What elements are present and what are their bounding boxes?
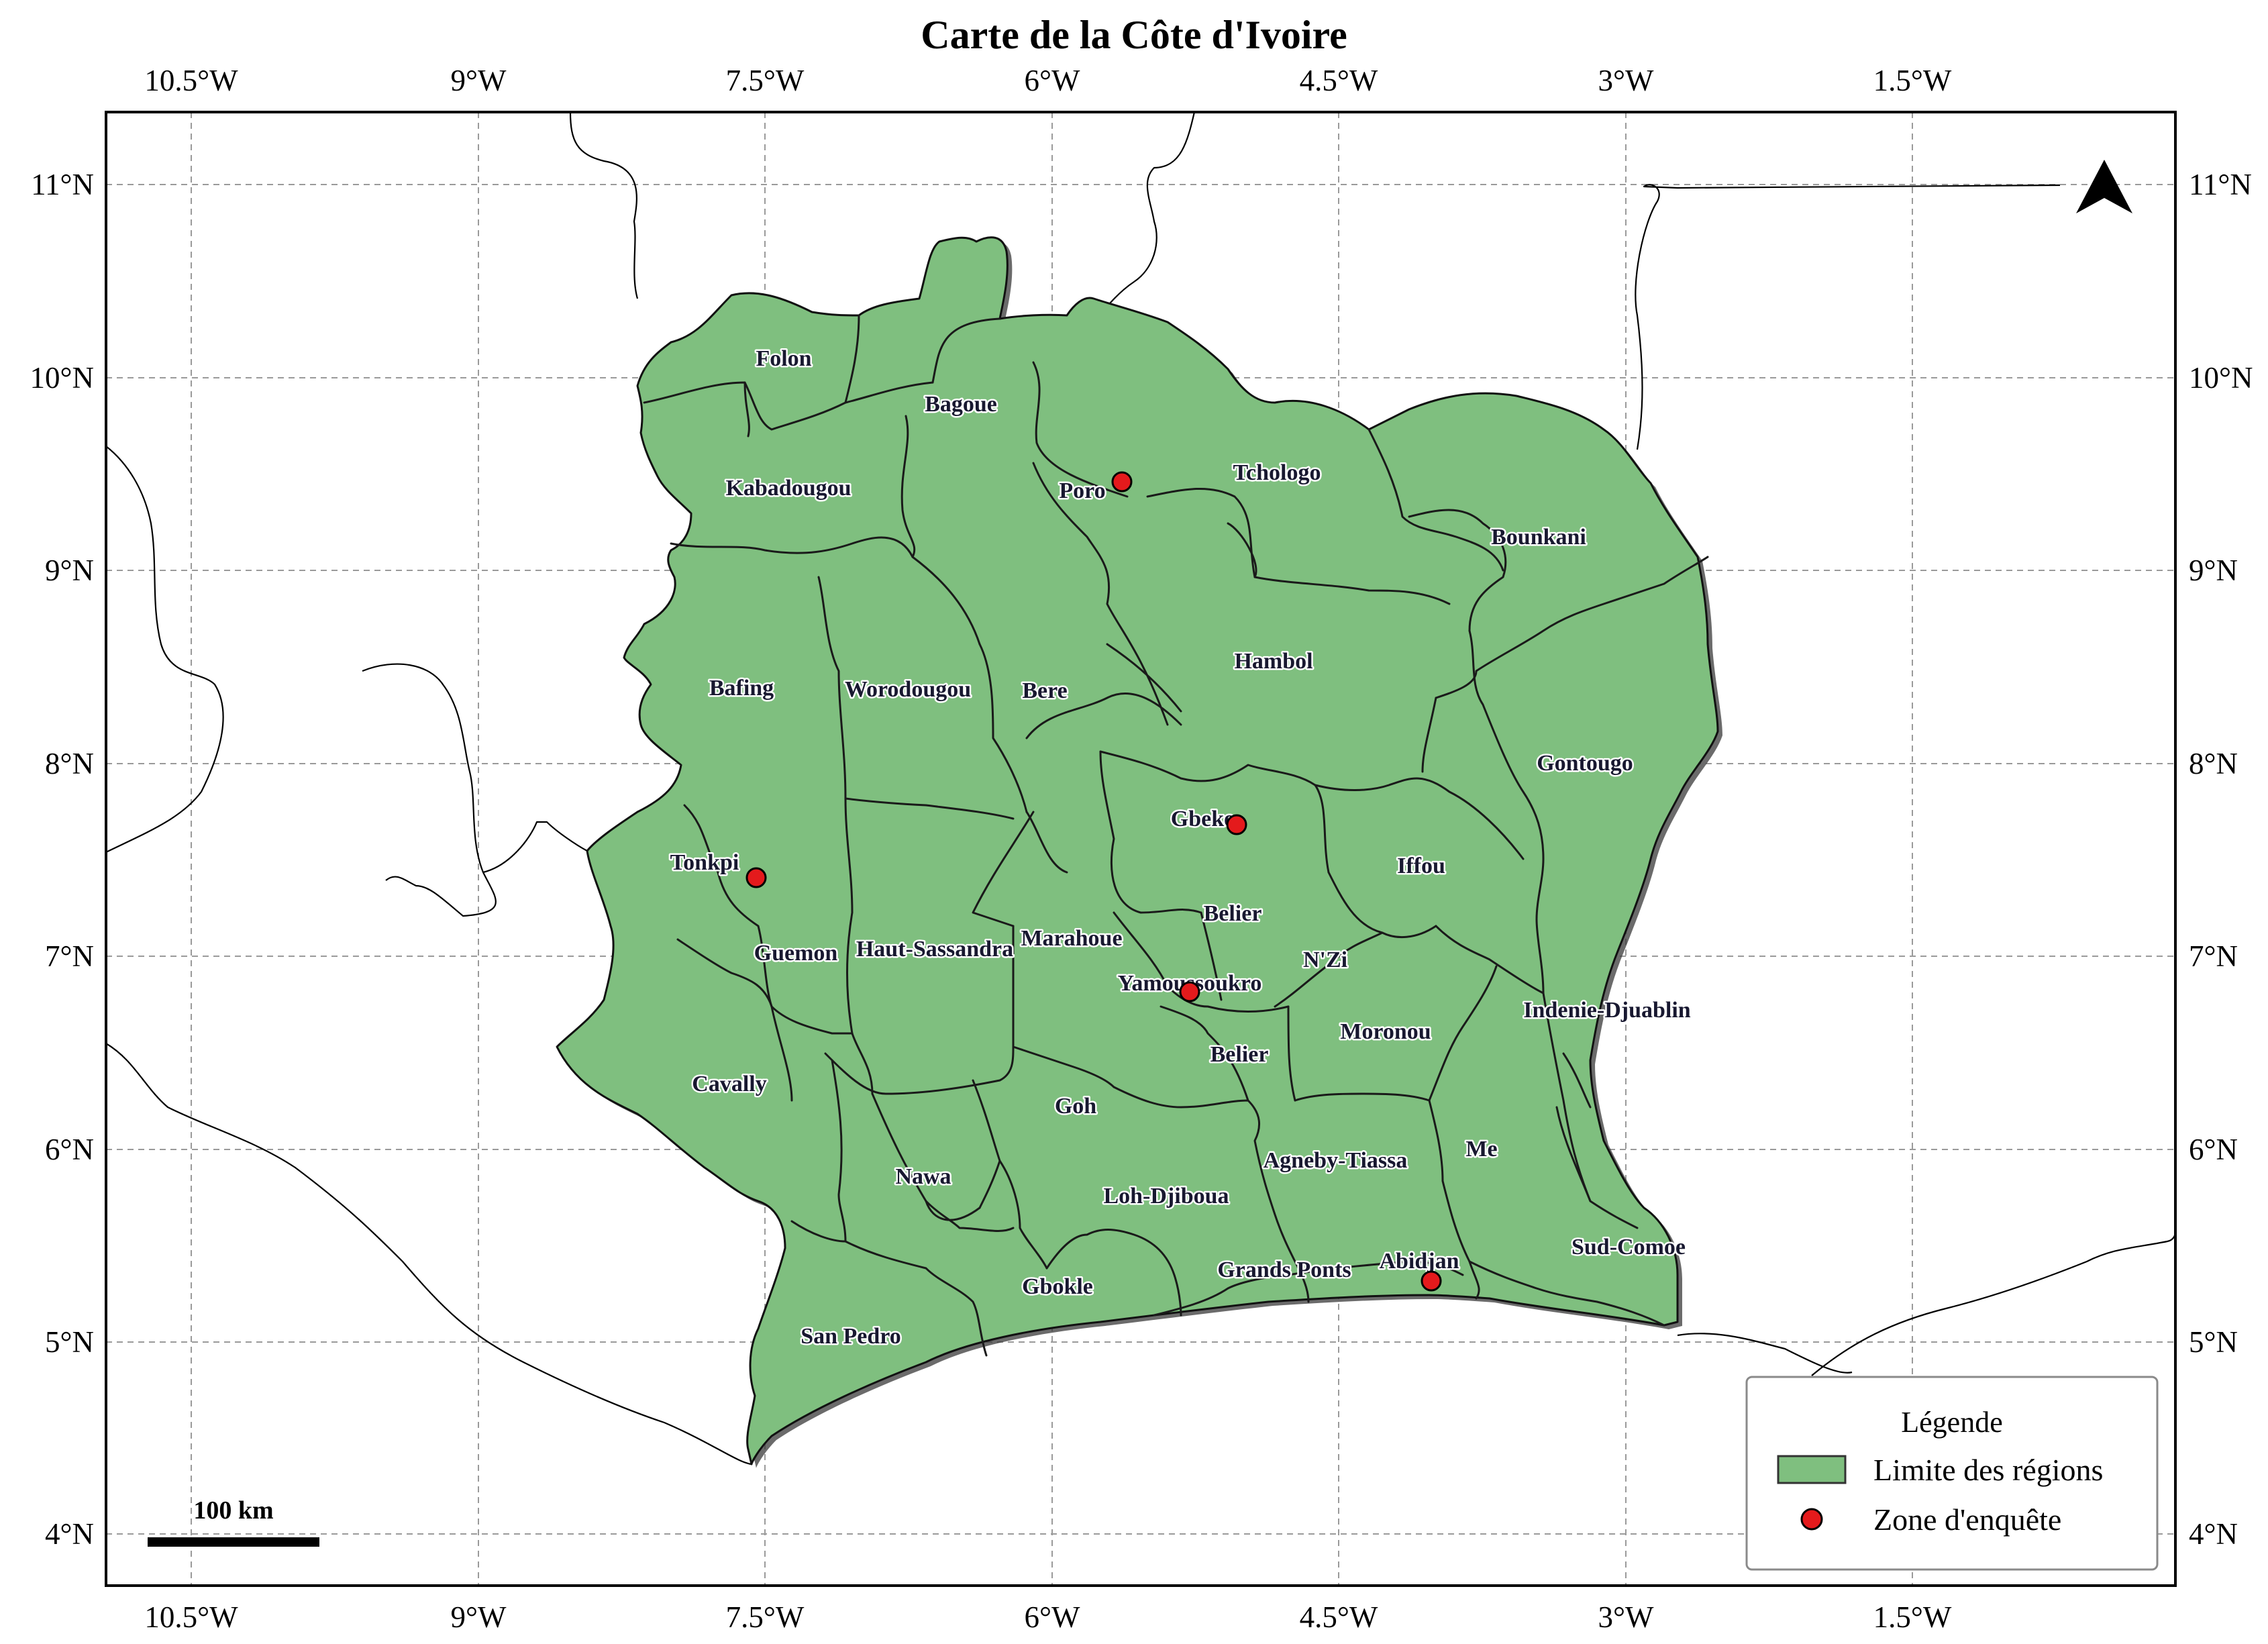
region-label: Worodougou bbox=[845, 677, 971, 702]
legend-swatch-regions bbox=[1777, 1455, 1847, 1484]
region-label: Moronou bbox=[1340, 1019, 1431, 1044]
region-label: Grands Ponts bbox=[1217, 1257, 1351, 1282]
region-label: Loh-Djiboua bbox=[1103, 1184, 1229, 1209]
survey-point-tonkpi bbox=[745, 867, 767, 888]
region-label: Folon bbox=[756, 346, 811, 371]
lon-tick-label: 3°W bbox=[1598, 64, 1654, 97]
lon-tick-label: 4.5°W bbox=[1300, 64, 1378, 97]
region-label: Iffou bbox=[1397, 854, 1445, 878]
lon-tick-label: 1.5°W bbox=[1873, 64, 1952, 97]
map-title: Carte de la Côte d'Ivoire bbox=[921, 13, 1347, 57]
legend-title: Légende bbox=[1901, 1406, 2002, 1439]
region-label: Gbeke bbox=[1171, 807, 1234, 831]
lat-tick-label: 4°N bbox=[2189, 1517, 2238, 1551]
region-label: Tonkpi bbox=[670, 850, 739, 875]
region-label: Poro bbox=[1059, 478, 1105, 503]
lat-tick-label: 6°N bbox=[2189, 1133, 2238, 1166]
legend-box bbox=[1745, 1376, 2159, 1571]
lat-tick-label: 11°N bbox=[2189, 168, 2252, 201]
region-label: Hambol bbox=[1234, 649, 1312, 674]
region-label: Gbokle bbox=[1022, 1274, 1093, 1299]
scale-bar-label: 100 km bbox=[193, 1496, 273, 1525]
bottom-longitude-ticks: 10.5°W 9°W 7.5°W 6°W 4.5°W 3°W 1.5°W bbox=[144, 1600, 1951, 1634]
lon-tick-label: 10.5°W bbox=[144, 1600, 238, 1634]
lat-tick-label: 4°N bbox=[45, 1517, 94, 1551]
lat-tick-label: 10°N bbox=[2189, 361, 2253, 395]
map-frame bbox=[105, 111, 2177, 1587]
north-arrow-icon bbox=[2076, 160, 2132, 213]
lon-tick-label: 9°W bbox=[451, 1600, 507, 1634]
legend: Légende Limite des régions Zone d'enquêt… bbox=[1745, 1376, 2159, 1571]
lon-tick-label: 6°W bbox=[1025, 64, 1080, 97]
lat-tick-label: 7°N bbox=[45, 939, 94, 973]
region-label: San Pedro bbox=[801, 1324, 901, 1349]
region-label: Me bbox=[1465, 1137, 1497, 1162]
lon-tick-label: 6°W bbox=[1025, 1600, 1080, 1634]
lat-tick-label: 6°N bbox=[45, 1133, 94, 1166]
lat-tick-label: 9°N bbox=[45, 554, 94, 587]
lat-tick-label: 7°N bbox=[2189, 939, 2238, 973]
region-boundaries bbox=[643, 314, 1709, 1357]
region-label: Sud-Comoe bbox=[1571, 1235, 1686, 1260]
right-latitude-ticks: 11°N 10°N 9°N 8°N 7°N 6°N 5°N 4°N bbox=[2189, 168, 2253, 1551]
lat-tick-label: 5°N bbox=[2189, 1325, 2238, 1359]
region-label: Bafing bbox=[709, 676, 774, 701]
region-label: N'Zi bbox=[1303, 947, 1347, 972]
survey-point-poro bbox=[1111, 471, 1133, 493]
legend-item-survey: Zone d'enquête bbox=[1873, 1502, 2061, 1537]
survey-point-gbeke bbox=[1226, 814, 1247, 835]
region-label: Gontougo bbox=[1537, 751, 1633, 776]
survey-points bbox=[745, 471, 1442, 1292]
region-label: Agneby-Tiassa bbox=[1264, 1148, 1408, 1173]
lat-tick-label: 8°N bbox=[2189, 747, 2238, 780]
region-label: Cavally bbox=[692, 1072, 766, 1096]
lat-tick-label: 5°N bbox=[45, 1325, 94, 1359]
region-label: Tchologo bbox=[1233, 460, 1321, 485]
region-label: Bere bbox=[1022, 678, 1067, 703]
lon-tick-label: 7.5°W bbox=[726, 64, 805, 97]
lon-tick-label: 7.5°W bbox=[726, 1600, 805, 1634]
lon-tick-label: 1.5°W bbox=[1873, 1600, 1952, 1634]
region-label: Indenie-Djuablin bbox=[1523, 998, 1690, 1023]
legend-marker-survey bbox=[1800, 1508, 1823, 1531]
scale-bar: 100 km bbox=[148, 1496, 319, 1547]
lat-tick-label: 11°N bbox=[31, 168, 94, 201]
region-label: Guemon bbox=[754, 941, 838, 966]
lon-tick-label: 10.5°W bbox=[144, 64, 238, 97]
left-latitude-ticks: 11°N 10°N 9°N 8°N 7°N 6°N 5°N 4°N bbox=[30, 168, 95, 1551]
survey-point-abidjan bbox=[1421, 1270, 1442, 1292]
region-label: Kabadougou bbox=[725, 476, 851, 501]
region-label: Haut-Sassandra bbox=[856, 937, 1013, 962]
survey-point-yamoussoukro bbox=[1179, 981, 1200, 1003]
legend-item-regions: Limite des régions bbox=[1873, 1453, 2103, 1487]
region-label: Abidjan bbox=[1379, 1249, 1459, 1274]
lat-tick-label: 9°N bbox=[2189, 554, 2238, 587]
lon-tick-label: 9°W bbox=[451, 64, 507, 97]
lat-tick-label: 8°N bbox=[45, 747, 94, 780]
region-label: Marahoue bbox=[1021, 926, 1122, 951]
region-label: Nawa bbox=[895, 1164, 951, 1189]
lon-tick-label: 3°W bbox=[1598, 1600, 1654, 1634]
region-label: Bagoue bbox=[925, 392, 997, 417]
region-labels: Folon Bagoue Kabadougou Poro Tchologo Bo… bbox=[668, 345, 1692, 1351]
region-label: Goh bbox=[1055, 1094, 1096, 1119]
top-longitude-ticks: 10.5°W 9°W 7.5°W 6°W 4.5°W 3°W 1.5°W bbox=[144, 64, 1951, 97]
lon-tick-label: 4.5°W bbox=[1300, 1600, 1378, 1634]
scale-bar-line bbox=[148, 1537, 319, 1547]
region-label: Belier bbox=[1210, 1042, 1269, 1067]
region-label: Bounkani bbox=[1491, 525, 1586, 550]
lat-tick-label: 10°N bbox=[30, 361, 95, 395]
region-label: Belier bbox=[1204, 901, 1262, 926]
neighbour-borders bbox=[105, 111, 2177, 1466]
